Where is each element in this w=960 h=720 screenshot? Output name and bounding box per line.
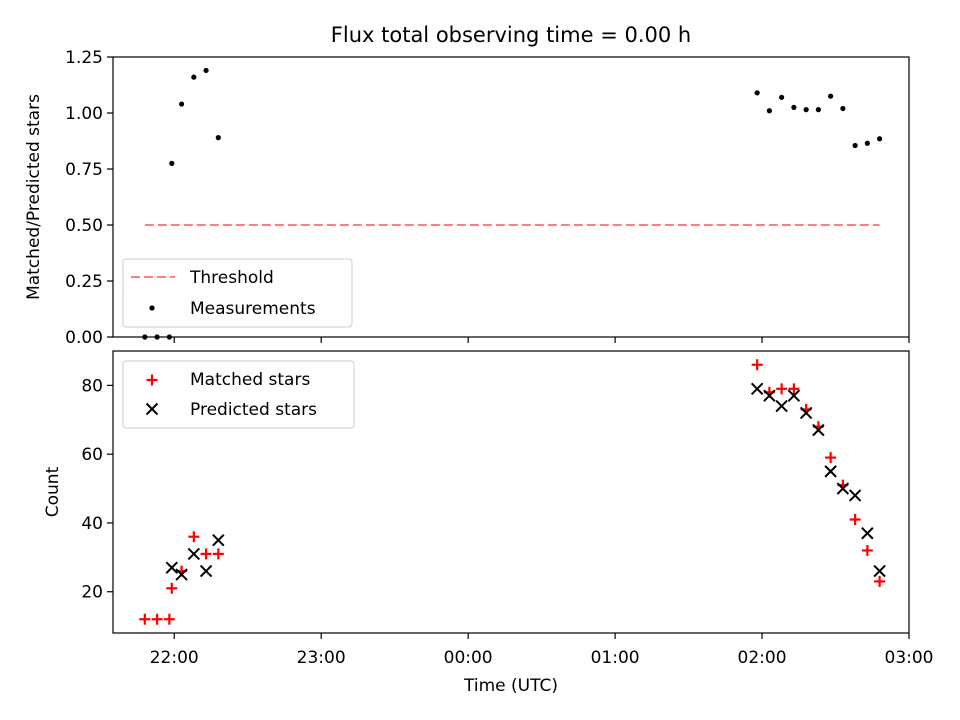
measurement-point	[215, 135, 221, 141]
predicted-star-point	[187, 547, 201, 561]
ratio-axes-frame	[112, 56, 910, 338]
predicted-star-point	[763, 389, 776, 402]
predicted-star-point	[799, 406, 813, 420]
ratio-panel: 0.00 0.25 0.50 0.75 1.00 1.25 Matched/Predict…	[24, 48, 910, 348]
measurement-point	[852, 142, 858, 149]
measurement-point	[754, 90, 760, 96]
count-y-ticks: 20 40 60 80	[81, 376, 113, 603]
predicted-star-point	[873, 564, 886, 578]
legend-measurements-label: Measurements	[190, 299, 316, 319]
predicted-star-point	[775, 399, 788, 413]
count-marks	[139, 359, 886, 625]
measurement-point	[191, 74, 197, 80]
measurement-point	[877, 136, 883, 142]
ratio-y-tick-label: 0.75	[65, 160, 103, 180]
measurement-point	[779, 94, 785, 100]
count-x-tick-label: 00:00	[444, 648, 493, 668]
count-legend-box	[122, 360, 355, 429]
ratio-y-tick-label: 0.50	[65, 216, 103, 236]
count-x-tick-label: 01:00	[591, 648, 640, 668]
matched-star-point	[788, 383, 800, 395]
count-x-tick-label: 02:00	[738, 648, 787, 668]
matched-star-point	[776, 383, 788, 395]
legend-threshold-label: Threshold	[189, 268, 274, 288]
predicted-star-point	[175, 568, 188, 581]
matched-star-point	[163, 613, 175, 625]
measurement-point	[864, 140, 870, 146]
legend-predicted-marker	[145, 402, 159, 416]
ratio-y-axis-label: Matched/Predicted stars	[24, 94, 44, 300]
matched-star-point	[849, 514, 861, 526]
measurement-point	[840, 105, 846, 112]
measurement-point	[815, 107, 821, 113]
count-y-tick-label: 80	[81, 376, 103, 396]
measurement-point	[169, 160, 175, 166]
predicted-star-point	[812, 423, 825, 437]
ratio-y-tick-label: 1.00	[65, 104, 103, 124]
predicted-star-point	[836, 482, 850, 495]
matched-star-point	[151, 613, 163, 625]
chart-title: Flux total observing time = 0.00 h	[331, 23, 691, 47]
matched-star-point	[212, 548, 224, 560]
measurement-point	[178, 101, 185, 107]
predicted-star-point	[212, 533, 225, 547]
count-x-tick-label: 22:00	[150, 648, 199, 668]
predicted-star-point	[861, 527, 874, 540]
count-x-tick-label: 23:00	[297, 648, 346, 668]
matched-star-point	[188, 531, 200, 543]
matched-star-point	[825, 452, 837, 464]
legend-predicted-swatch	[145, 402, 159, 416]
matched-star-point	[874, 575, 886, 587]
count-y-tick-label: 20	[81, 583, 103, 603]
legend-measurements-swatch	[149, 305, 155, 311]
legend-matched-label: Matched stars	[190, 370, 310, 390]
count-legend: Matched stars Predicted stars	[122, 360, 355, 429]
count-x-tick-label: 03:00	[885, 648, 934, 668]
ratio-legend-box	[122, 258, 353, 328]
count-y-tick-label: 60	[81, 445, 103, 465]
predicted-star-point	[848, 489, 862, 502]
ratio-legend: Threshold Measurements	[122, 258, 353, 328]
legend-matched-swatch	[146, 374, 158, 386]
ratio-marks	[142, 67, 883, 340]
predicted-star-point	[787, 389, 801, 402]
predicted-star-point	[199, 564, 213, 578]
ratio-x-ticks	[173, 337, 910, 343]
count-y-tick-label: 40	[81, 514, 103, 534]
count-axes-frame	[112, 350, 910, 634]
measurement-point	[791, 104, 797, 110]
legend-matched-marker	[146, 374, 158, 386]
measurement-point	[766, 108, 772, 114]
predicted-star-point	[750, 382, 764, 396]
ratio-y-ticks: 0.00 0.25 0.50 0.75 1.00 1.25	[65, 48, 113, 348]
count-x-ticks: 22:00 23:00 00:00 01:00 02:00 03:00	[150, 633, 934, 668]
legend-predicted-label: Predicted stars	[190, 400, 317, 420]
matched-star-point	[751, 359, 763, 371]
predicted-star-point	[824, 465, 837, 478]
count-x-axis-label: Time (UTC)	[463, 676, 558, 696]
matched-star-point	[139, 613, 151, 625]
count-y-axis-label: Count	[43, 466, 63, 517]
predicted-star-point	[165, 561, 178, 574]
matched-star-point	[166, 582, 178, 594]
measurement-point	[803, 107, 809, 113]
matched-star-point	[200, 548, 212, 560]
ratio-y-tick-label: 0.00	[65, 328, 103, 348]
ratio-y-tick-label: 1.25	[65, 48, 103, 68]
matched-star-point	[861, 544, 873, 556]
measurement-point	[828, 93, 834, 99]
ratio-y-tick-label: 0.25	[65, 272, 103, 292]
measurement-point	[203, 67, 209, 74]
